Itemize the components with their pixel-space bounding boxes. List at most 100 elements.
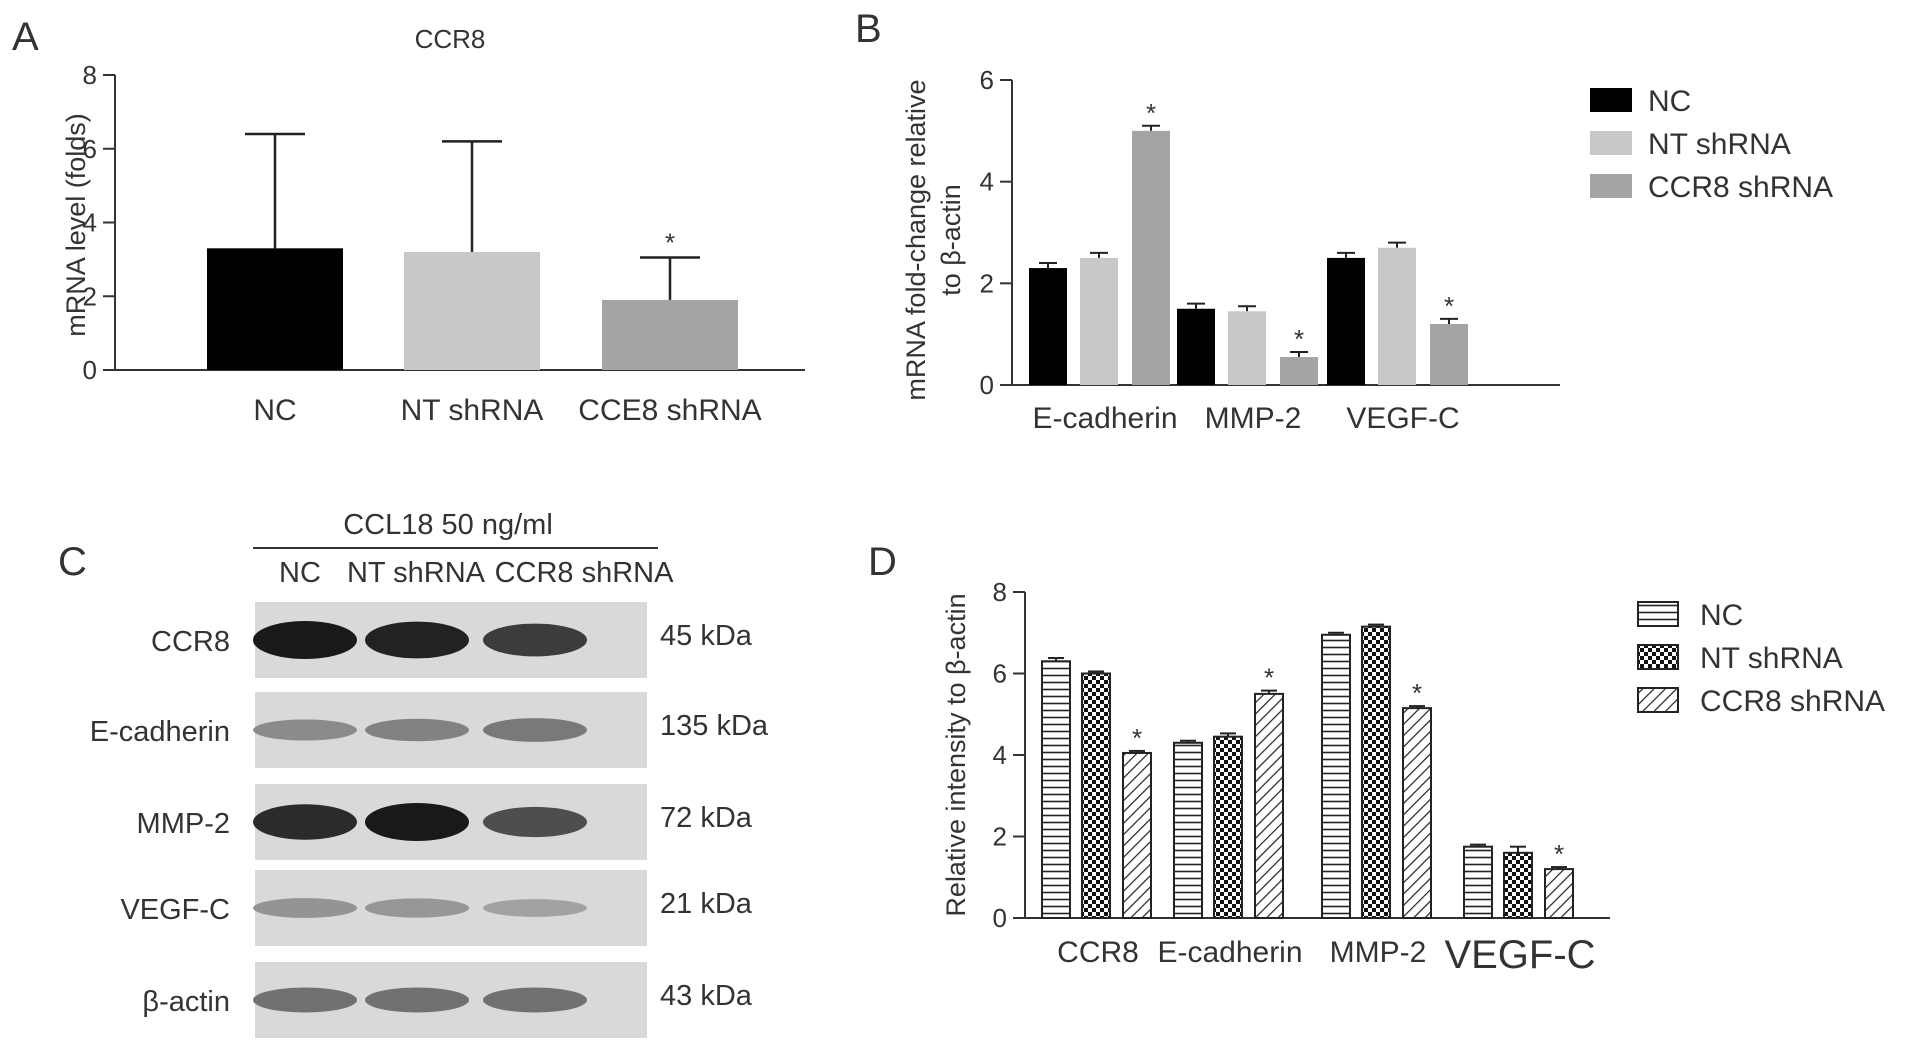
panel-letter-d: D [868,540,897,584]
panel-d-y-tick-label: 0 [993,903,1007,933]
panel-b-legend-label: NT shRNA [1648,128,1791,161]
panel-b-legend-swatch [1590,88,1632,112]
panel-b-ylabel-line2: to β-actin [936,184,966,296]
panel-d-y-tick-label: 4 [993,740,1007,770]
panel-a-bar [207,248,343,370]
blot-band [483,718,587,742]
panel-letter-c: C [58,540,87,584]
blot-size-label: 43 kDa [660,980,753,1012]
panel-b-legend-label: CCR8 shRNA [1648,171,1833,204]
blot-band [483,899,587,917]
blot-size-label: 21 kDa [660,888,753,920]
blot-band [365,718,469,742]
panel-d-bar [1544,868,1574,919]
panel-d-legend-label: NT shRNA [1700,642,1843,675]
blot-band [253,804,357,840]
panel-b-significance-marker: * [1444,291,1454,321]
panel-d-ylabel: Relative intensity to β-actin [941,593,971,916]
panel-a-y-tick-label: 8 [83,60,97,90]
panel-a-bar [602,299,738,370]
panel-b-ylabel-line1: mRNA fold-change relative [901,79,931,400]
blot-band [365,803,469,841]
blot-band [253,621,357,659]
panel-d-category-label: MMP-2 [1330,936,1427,969]
panel-d-legend-swatch [1637,687,1679,713]
panel-a-y-tick-label: 0 [83,355,97,385]
panel-d-significance-marker: * [1264,663,1274,693]
blot-treatment-label: CCL18 50 ng/ml [343,509,553,541]
panel-d-bar [1321,633,1351,919]
panel-a-category-label: NT shRNA [401,394,544,427]
panel-d-bar [1081,672,1111,919]
panel-b-category-label: MMP-2 [1205,402,1302,435]
panel-b-y-tick-label: 0 [980,370,994,400]
panel-b-bar [1327,257,1365,385]
panel-d-legend-label: CCR8 shRNA [1700,685,1885,718]
blot-band [483,987,587,1013]
panel-d-chart: Relative intensity to β-actin 0 2 4 6 8 CCR8 *… [941,577,1885,977]
panel-b-y-tick-label: 4 [980,167,994,197]
panel-d-bar [1041,660,1071,920]
panel-a-chart: CCR8 mRNA level (folds) 0 2 4 6 8 NC NT shRNA C… [61,24,805,427]
panel-d-bar [1503,851,1533,919]
blot-band [253,898,357,918]
panel-d-legend-swatch [1637,601,1679,627]
blot-size-label: 72 kDa [660,802,753,834]
blot-band [365,621,469,659]
blot-lane-label-nt: NT shRNA [347,557,486,589]
panel-c-blot: CCL18 50 ng/ml NC NT shRNA CCR8 shRNA CC… [90,509,769,1038]
panel-d-significance-marker: * [1132,723,1142,753]
panel-b-bar [1132,130,1170,385]
panel-b-legend-label: NC [1648,85,1691,118]
panel-d-y-tick-label: 6 [993,659,1007,689]
blot-band [365,898,469,918]
panel-a-category-label: CCE8 shRNA [578,394,761,427]
panel-d-bar [1361,625,1391,919]
panel-b-category-label: E-cadherin [1032,402,1177,435]
blot-size-label: 135 kDa [660,710,769,742]
panel-a-y-tick-label: 4 [83,208,97,238]
blot-band [253,987,357,1013]
blot-protein-label: E-cadherin [90,716,230,748]
panel-b-legend-swatch [1590,174,1632,198]
panel-d-bar [1463,845,1493,919]
panel-a-category-label: NC [253,394,296,427]
panel-b-significance-marker: * [1294,324,1304,354]
panel-a-y-tick-label: 6 [83,134,97,164]
panel-d-bar [1254,692,1284,919]
panel-d-bar [1122,751,1152,920]
panel-letter-b: B [855,7,882,51]
panel-a-title: CCR8 [415,24,486,54]
panel-d-category-label: E-cadherin [1157,936,1302,969]
panel-a-significance-marker: * [665,228,675,258]
blot-protein-label: VEGF-C [120,894,230,926]
panel-a-y-tick-label: 2 [83,281,97,311]
panel-d-category-label: CCR8 [1057,936,1139,969]
panel-b-significance-marker: * [1146,98,1156,128]
panel-a-ylabel: mRNA level (folds) [61,113,91,337]
panel-d-category-label: VEGF-C [1444,933,1595,977]
blot-lane-label-nc: NC [279,557,321,589]
panel-d-bar [1173,741,1203,920]
blot-lane-label-ccr8: CCR8 shRNA [495,557,675,589]
blot-size-label: 45 kDa [660,620,753,652]
panel-d-significance-marker: * [1554,839,1564,869]
panel-b-bar [1080,257,1118,385]
panel-d-bar [1213,735,1243,919]
blot-protein-label: MMP-2 [137,808,230,840]
panel-b-chart: mRNA fold-change relative to β-actin 0 2 4… [901,65,1833,435]
panel-d-y-tick-label: 2 [993,822,1007,852]
panel-d-y-tick-label: 8 [993,577,1007,607]
blot-band [365,987,469,1013]
panel-b-bar [1228,311,1266,385]
panel-d-bar [1402,707,1432,920]
panel-b-bar [1378,247,1416,385]
panel-b-bar [1280,357,1318,385]
panel-b-y-tick-label: 2 [980,268,994,298]
panel-b-y-tick-label: 6 [980,65,994,95]
panel-d-legend-swatch [1637,644,1679,670]
blot-protein-label: β-actin [142,986,230,1018]
panel-b-bar [1029,268,1067,385]
blot-band [483,623,587,657]
